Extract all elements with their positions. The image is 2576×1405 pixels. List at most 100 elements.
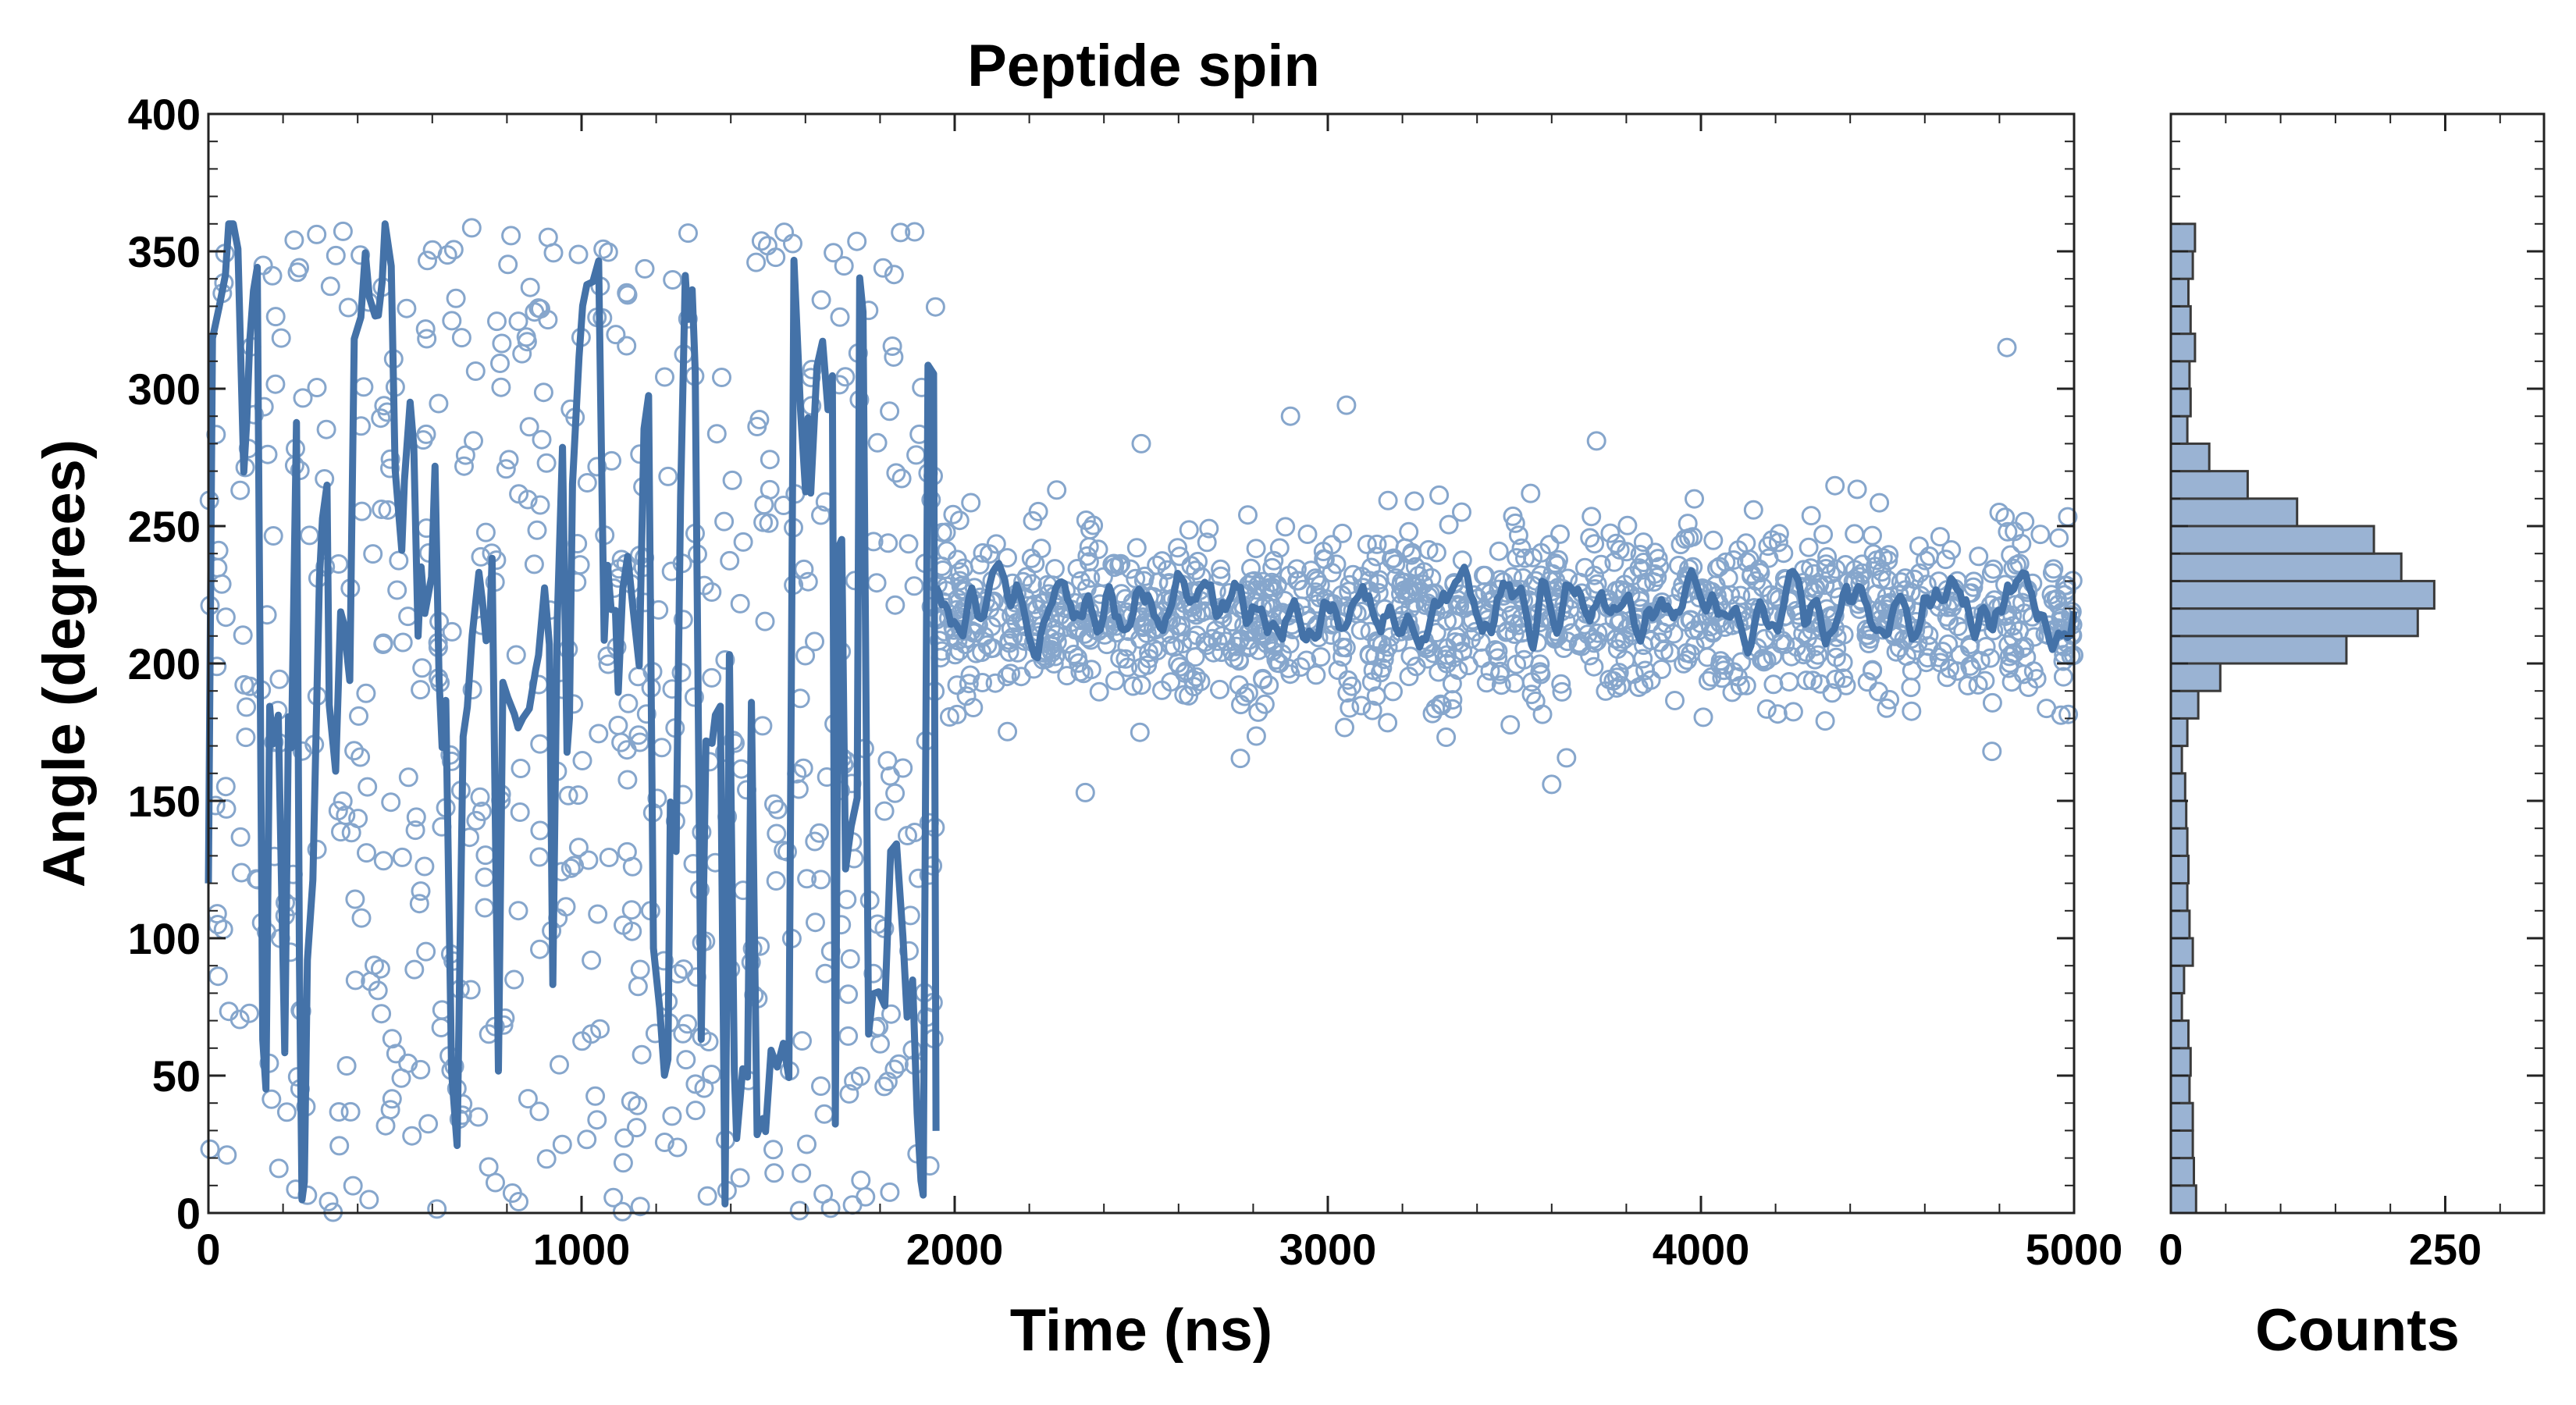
scatter-point [1366,686,1386,706]
scatter-point [593,239,614,259]
scatter-point [443,240,464,260]
scatter-point [1587,574,1607,594]
scatter-point [329,1136,350,1156]
scatter-point [1071,571,1091,591]
scatter-point [1199,518,1219,539]
x-tick-label: 2000 [906,1225,1004,1274]
scatter-point [230,827,251,847]
scatter-point [398,767,418,788]
scatter-point [215,777,236,797]
scatter-point [792,1163,812,1183]
scatter-point [999,630,1019,650]
scatter-point [759,513,779,533]
scatter-point [470,787,490,807]
scatter-point [1877,698,1897,718]
scatter-point [1443,699,1462,719]
scatter-point [1168,538,1188,558]
histogram-bar [2169,1047,2192,1077]
scatter-point [1813,525,1834,545]
histogram-bar [2169,1157,2195,1187]
scatter-point [475,867,495,887]
scatter-point [471,546,491,567]
scatter-point [1863,660,1883,681]
scatter-point [766,247,786,268]
scatter-point [530,820,550,841]
scatter-point [1365,646,1386,666]
x-tick-label: 4000 [1653,1225,1750,1274]
scatter-point [1089,681,1109,702]
scatter-point [1580,528,1600,548]
scatter-point [998,548,1017,568]
scatter-point [614,1128,635,1148]
scatter-point [767,799,788,820]
histogram-bar [2169,470,2249,500]
scatter-point [265,307,286,327]
scatter-point [1610,539,1630,560]
scatter-point [885,595,906,615]
scatter-point [1868,681,1888,702]
scatter-point [1815,711,1835,731]
scatter-point [870,1033,890,1054]
scatter-point [1363,660,1383,681]
scatter-point [1105,557,1125,578]
y-tick-label: 400 [128,90,201,139]
x-axis-title: Time (ns) [1010,1297,1272,1364]
scatter-point [1728,540,1749,560]
scatter-point [320,276,340,297]
scatter-point [1801,506,1821,526]
scatter-point [1984,559,2004,579]
scatter-point [2042,563,2062,583]
scatter-point [1235,686,1254,706]
scatter-point [635,258,655,279]
scatter-point [1870,493,1890,513]
scatter-point [316,419,336,439]
histogram-bar [2169,1074,2191,1104]
scatter-point [1246,539,1266,559]
scatter-point [1147,555,1167,575]
scatter-point [487,311,507,332]
scatter-point [1241,558,1261,578]
scatter-point [415,319,436,340]
scatter-point [795,646,816,666]
scatter-point [392,847,412,867]
scatter-point [1406,656,1426,677]
running-average-line-bound [933,560,2078,662]
y-tick-label: 50 [152,1051,201,1101]
scatter-point [973,542,993,563]
scatter-point [1297,650,1317,670]
scatter-point [1057,666,1077,686]
scatter-point [760,479,780,500]
scatter-point [284,230,304,251]
scatter-point [217,1145,237,1165]
scatter-point [1960,635,1980,655]
scatter-point [764,1163,785,1183]
scatter-point [416,941,436,962]
scatter-point [811,290,831,310]
scatter-point [999,642,1019,662]
scatter-point [783,233,802,254]
scatter-point [1105,670,1125,691]
scatter-point [585,1086,606,1106]
line-layer [205,220,2078,1208]
scatter-point [2041,585,2062,605]
scatter-point [1115,649,1136,669]
scatter-point [685,1074,706,1094]
scatter-point [512,343,532,364]
scatter-point [373,633,393,653]
scatter-point [2015,636,2034,656]
scatter-point [1152,551,1172,571]
scatter-point [527,520,547,540]
scatter-point [712,368,731,387]
scatter-point [1550,524,1570,544]
scatter-point [380,1100,400,1120]
scatter-point [1340,574,1360,595]
scatter-point [1969,546,1989,567]
scatter-point [326,245,346,265]
scatter-point [673,1023,693,1044]
scatter-point [1982,742,2002,762]
scatter-point [442,621,462,642]
scatter-point [1165,637,1185,657]
scatter-point [1582,507,1602,527]
scatter-point [451,328,471,348]
scatter-point [1351,695,1372,716]
